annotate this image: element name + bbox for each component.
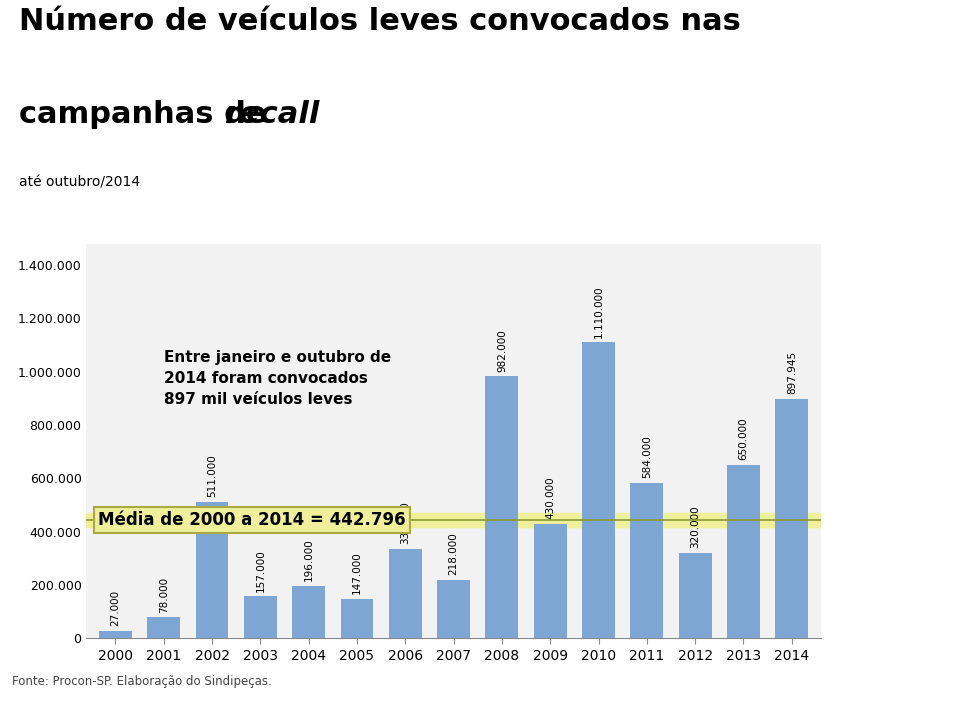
Text: 334.000: 334.000 — [400, 502, 410, 544]
Text: recall: recall — [224, 100, 319, 129]
Bar — [727, 465, 760, 638]
Text: 430.000: 430.000 — [545, 476, 555, 519]
Text: 147.000: 147.000 — [352, 551, 362, 594]
Text: 157.000: 157.000 — [255, 549, 265, 592]
Text: 511.000: 511.000 — [207, 455, 217, 497]
Bar — [582, 343, 615, 638]
Bar — [341, 599, 373, 638]
Text: 218.000: 218.000 — [448, 533, 459, 575]
Text: campanhas de: campanhas de — [19, 100, 277, 129]
Text: Fonte: Procon-SP. Elaboração do Sindipeças.: Fonte: Procon-SP. Elaboração do Sindipeç… — [12, 675, 273, 688]
Bar — [196, 502, 228, 638]
Bar — [147, 617, 180, 638]
Bar — [534, 523, 566, 638]
Bar — [244, 597, 276, 638]
Text: Qualidade na cadeia automotiva: Qualidade na cadeia automotiva — [888, 219, 902, 469]
Bar — [292, 586, 325, 638]
Text: Número de veículos leves convocados nas: Número de veículos leves convocados nas — [19, 7, 741, 36]
Text: 650.000: 650.000 — [738, 417, 749, 460]
Bar — [86, 513, 821, 528]
Bar — [776, 399, 808, 638]
Text: 27.000: 27.000 — [110, 590, 120, 626]
Text: 320.000: 320.000 — [690, 505, 700, 548]
Text: 1.110.000: 1.110.000 — [593, 285, 604, 338]
Text: até outubro/2014: até outubro/2014 — [19, 176, 140, 190]
Text: 982.000: 982.000 — [497, 329, 507, 371]
Text: 584.000: 584.000 — [642, 435, 652, 478]
Bar — [437, 580, 470, 638]
Text: 78.000: 78.000 — [158, 576, 169, 612]
Bar — [389, 549, 421, 638]
Text: Média de 2000 a 2014 = 442.796: Média de 2000 a 2014 = 442.796 — [99, 511, 406, 529]
Bar — [679, 553, 711, 638]
Text: 897.945: 897.945 — [787, 351, 797, 394]
Bar — [99, 631, 132, 638]
Text: 16: 16 — [882, 670, 908, 688]
Bar — [631, 483, 663, 638]
Text: Entre janeiro e outubro de
2014 foram convocados
897 mil veículos leves: Entre janeiro e outubro de 2014 foram co… — [164, 351, 391, 407]
Text: 196.000: 196.000 — [303, 538, 314, 581]
Bar — [486, 376, 518, 638]
